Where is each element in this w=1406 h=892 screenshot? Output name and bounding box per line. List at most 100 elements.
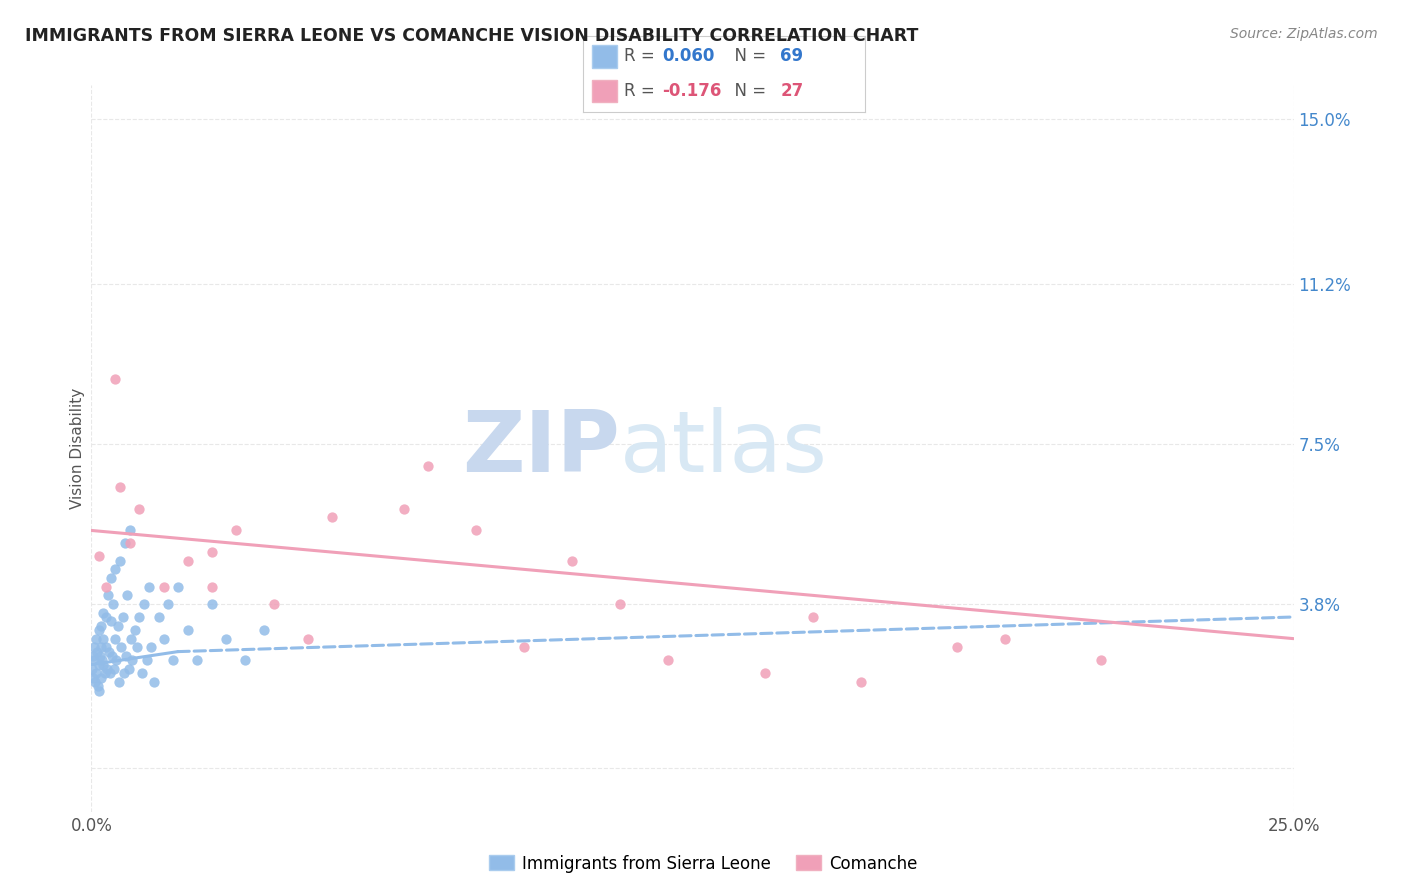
Point bbox=[82, 662, 104, 676]
Point bbox=[98, 666, 121, 681]
Point bbox=[186, 653, 208, 667]
Point bbox=[82, 648, 104, 663]
Point bbox=[90, 671, 112, 685]
Point bbox=[87, 623, 110, 637]
Text: 69: 69 bbox=[780, 47, 803, 65]
Point bbox=[225, 524, 247, 538]
Point bbox=[152, 632, 174, 646]
Point bbox=[561, 554, 583, 568]
Point bbox=[176, 623, 198, 637]
Point bbox=[128, 501, 150, 516]
Point bbox=[416, 458, 439, 473]
Text: IMMIGRANTS FROM SIERRA LEONE VS COMANCHE VISION DISABILITY CORRELATION CHART: IMMIGRANTS FROM SIERRA LEONE VS COMANCHE… bbox=[25, 27, 918, 45]
Point bbox=[141, 640, 163, 655]
Point bbox=[152, 580, 174, 594]
Point bbox=[233, 653, 256, 667]
Text: -0.176: -0.176 bbox=[662, 82, 721, 100]
Point bbox=[215, 632, 238, 646]
Point bbox=[1090, 653, 1112, 667]
Point bbox=[609, 597, 631, 611]
Point bbox=[90, 618, 112, 632]
Point bbox=[657, 653, 679, 667]
Point bbox=[263, 597, 285, 611]
Point bbox=[87, 657, 110, 672]
Point bbox=[138, 580, 160, 594]
Point bbox=[87, 549, 110, 564]
Point bbox=[118, 536, 141, 550]
Point bbox=[110, 480, 132, 494]
Text: atlas: atlas bbox=[620, 407, 828, 490]
Point bbox=[167, 580, 190, 594]
Point bbox=[97, 588, 120, 602]
Point bbox=[82, 671, 104, 685]
Point bbox=[176, 554, 198, 568]
Point bbox=[104, 562, 127, 576]
Point bbox=[91, 653, 114, 667]
Point bbox=[97, 645, 120, 659]
Point bbox=[135, 653, 157, 667]
Point bbox=[201, 597, 224, 611]
Point bbox=[103, 662, 125, 676]
Point bbox=[201, 580, 224, 594]
Point bbox=[201, 545, 224, 559]
Point bbox=[104, 372, 127, 386]
Point bbox=[90, 640, 112, 655]
Point bbox=[118, 524, 141, 538]
Point bbox=[86, 679, 108, 693]
Point bbox=[111, 610, 134, 624]
Point bbox=[93, 657, 115, 672]
Text: ZIP: ZIP bbox=[463, 407, 620, 490]
Point bbox=[321, 510, 343, 524]
Point bbox=[148, 610, 170, 624]
Point bbox=[253, 623, 276, 637]
Text: N =: N = bbox=[724, 47, 772, 65]
Point bbox=[108, 674, 131, 689]
Point bbox=[142, 674, 165, 689]
Point bbox=[110, 554, 132, 568]
Point bbox=[84, 632, 107, 646]
Text: R =: R = bbox=[624, 47, 661, 65]
Point bbox=[114, 536, 136, 550]
Point bbox=[121, 653, 143, 667]
Point bbox=[94, 610, 117, 624]
Point bbox=[801, 610, 824, 624]
Point bbox=[118, 662, 141, 676]
Point bbox=[162, 653, 184, 667]
Text: 0.060: 0.060 bbox=[662, 47, 714, 65]
Point bbox=[83, 640, 105, 655]
Text: Source: ZipAtlas.com: Source: ZipAtlas.com bbox=[1230, 27, 1378, 41]
FancyBboxPatch shape bbox=[592, 45, 617, 68]
Point bbox=[94, 580, 117, 594]
Text: N =: N = bbox=[724, 82, 772, 100]
Point bbox=[124, 623, 146, 637]
Point bbox=[392, 501, 415, 516]
Point bbox=[84, 666, 107, 681]
Point bbox=[101, 597, 124, 611]
Text: 27: 27 bbox=[780, 82, 804, 100]
Point bbox=[134, 597, 156, 611]
Point bbox=[112, 666, 135, 681]
Point bbox=[849, 674, 872, 689]
Point bbox=[89, 648, 111, 663]
Legend: Immigrants from Sierra Leone, Comanche: Immigrants from Sierra Leone, Comanche bbox=[482, 848, 924, 880]
Point bbox=[100, 615, 122, 629]
Point bbox=[83, 653, 105, 667]
Point bbox=[107, 618, 129, 632]
FancyBboxPatch shape bbox=[592, 79, 617, 103]
Point bbox=[994, 632, 1017, 646]
Point bbox=[754, 666, 776, 681]
Point bbox=[946, 640, 969, 655]
Text: R =: R = bbox=[624, 82, 661, 100]
Point bbox=[115, 648, 138, 663]
Point bbox=[94, 666, 117, 681]
Y-axis label: Vision Disability: Vision Disability bbox=[70, 388, 84, 508]
Point bbox=[100, 648, 122, 663]
Point bbox=[96, 662, 118, 676]
Point bbox=[110, 640, 132, 655]
Point bbox=[128, 610, 150, 624]
Point bbox=[131, 666, 153, 681]
Point bbox=[120, 632, 142, 646]
Point bbox=[86, 645, 108, 659]
Point bbox=[104, 632, 127, 646]
Point bbox=[297, 632, 319, 646]
